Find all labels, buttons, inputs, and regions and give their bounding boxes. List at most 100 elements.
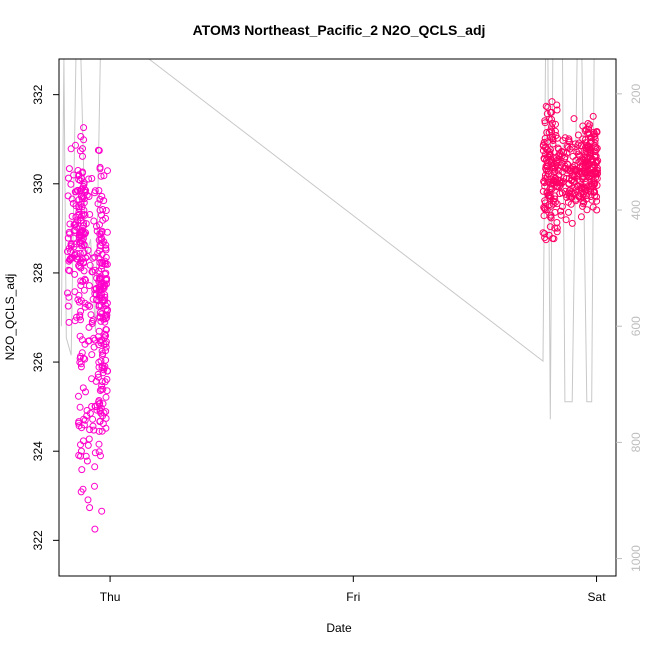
- data-point: [549, 200, 557, 208]
- data-point: [77, 133, 85, 140]
- y-tick-label: 324: [31, 441, 45, 461]
- data-point: [66, 267, 74, 275]
- data-point: [85, 337, 93, 345]
- data-point: [92, 377, 100, 385]
- data-point: [102, 424, 110, 432]
- data-point: [102, 241, 110, 249]
- data-point: [94, 373, 102, 381]
- data-point: [83, 457, 91, 465]
- data-point: [65, 174, 72, 182]
- data-point: [554, 156, 562, 164]
- y2-tick-label: 1000: [629, 545, 643, 572]
- data-point: [591, 136, 599, 143]
- data-point: [77, 307, 85, 315]
- data-point: [88, 318, 96, 325]
- data-point: [91, 463, 99, 471]
- data-point: [570, 173, 578, 181]
- data-point: [75, 419, 82, 427]
- data-point: [94, 333, 102, 341]
- data-point: [94, 370, 102, 378]
- data-point: [98, 192, 106, 200]
- data-point: [72, 219, 80, 227]
- data-point: [545, 231, 553, 239]
- data-point: [75, 171, 83, 179]
- data-point: [101, 257, 109, 265]
- data-point: [557, 207, 564, 215]
- data-point: [540, 212, 548, 220]
- data-point: [101, 270, 109, 278]
- data-point: [562, 216, 570, 224]
- series-line-2: [60, 59, 597, 420]
- data-point: [72, 188, 80, 196]
- data-point: [85, 435, 93, 443]
- data-point: [581, 151, 589, 159]
- data-point: [88, 351, 96, 359]
- data-point: [75, 392, 82, 400]
- data-point: [541, 174, 549, 182]
- data-point: [96, 387, 104, 394]
- data-point: [100, 366, 108, 374]
- data-point: [95, 327, 103, 335]
- data-point: [85, 323, 93, 331]
- data-point: [574, 141, 582, 149]
- data-point: [68, 212, 76, 220]
- data-point: [67, 145, 75, 153]
- data-point: [76, 249, 84, 257]
- data-point: [75, 451, 83, 459]
- data-point: [548, 98, 556, 106]
- data-point: [65, 228, 73, 236]
- data-point: [575, 147, 583, 155]
- data-point: [549, 179, 557, 187]
- data-point: [556, 177, 564, 184]
- data-point: [541, 182, 549, 190]
- data-point: [583, 206, 591, 214]
- data-point: [561, 162, 569, 170]
- data-point: [75, 291, 83, 299]
- x-axis-label: Date: [326, 621, 352, 635]
- data-point: [585, 125, 593, 133]
- data-point: [592, 152, 600, 160]
- data-point: [590, 161, 598, 168]
- data-point: [88, 175, 96, 182]
- data-point: [101, 330, 109, 338]
- data-point: [547, 109, 555, 116]
- data-point: [541, 179, 548, 187]
- data-point: [568, 165, 575, 173]
- data-point: [555, 151, 563, 159]
- data-point: [591, 142, 599, 150]
- data-point: [89, 415, 97, 423]
- data-point: [98, 351, 106, 359]
- data-point: [76, 147, 84, 155]
- data-point: [551, 195, 559, 203]
- data-point: [547, 211, 555, 219]
- data-point: [102, 269, 110, 277]
- data-point: [88, 320, 96, 327]
- data-point: [553, 228, 561, 236]
- data-point: [104, 167, 111, 175]
- data-point: [96, 309, 104, 317]
- data-point: [64, 248, 71, 255]
- data-point: [554, 167, 562, 175]
- data-point: [90, 217, 98, 225]
- y-axis: 322 324 326 328 330 332: [31, 84, 59, 550]
- data-point: [66, 255, 74, 263]
- y-tick-label: 328: [31, 263, 45, 283]
- data-point: [79, 229, 87, 236]
- data-point: [554, 144, 562, 152]
- y2-tick-label: 200: [629, 84, 643, 104]
- data-point: [101, 378, 109, 386]
- data-point: [102, 343, 110, 351]
- data-point: [79, 182, 87, 190]
- data-point: [100, 238, 108, 246]
- data-point: [548, 123, 556, 131]
- data-point: [545, 129, 553, 136]
- data-point: [97, 317, 105, 325]
- data-point: [76, 332, 84, 340]
- data-point: [592, 128, 600, 136]
- data-point: [80, 415, 88, 423]
- data-point: [76, 259, 84, 266]
- data-point: [81, 229, 89, 236]
- chart-title: ATOM3 Northeast_Pacific_2 N2O_QCLS_adj: [193, 22, 486, 38]
- data-point: [579, 200, 587, 208]
